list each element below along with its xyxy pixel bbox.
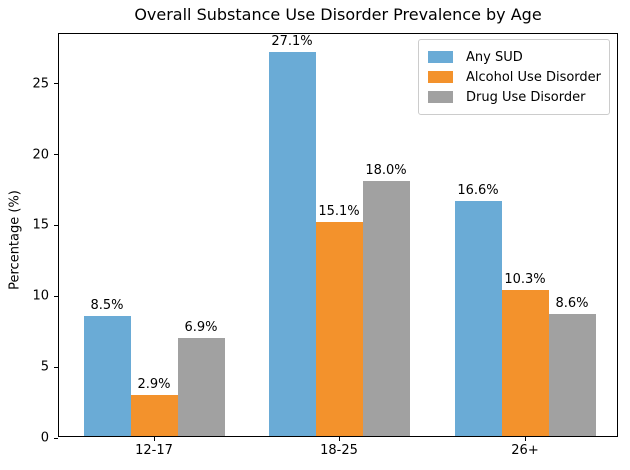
bar <box>268 51 316 436</box>
bar-value-label: 16.6% <box>457 182 499 198</box>
bar-value-label: 27.1% <box>271 33 313 49</box>
legend-label: Any SUD <box>466 49 523 65</box>
bar <box>501 290 549 436</box>
bar-value-label: 18.0% <box>365 162 407 178</box>
legend-row: Drug Use Disorder <box>428 87 600 107</box>
chart-title: Overall Substance Use Disorder Prevalenc… <box>134 5 542 24</box>
y-tick-label: 20 <box>32 147 49 162</box>
bar <box>362 180 410 436</box>
bar-value-label: 10.3% <box>504 272 546 287</box>
legend-row: Any SUD <box>428 47 600 67</box>
bar-value-label: 8.5% <box>90 297 124 313</box>
bar <box>548 314 596 436</box>
legend-swatch <box>428 71 453 83</box>
x-tick-mark <box>339 437 340 441</box>
x-tick-label: 12-17 <box>135 443 173 458</box>
y-tick-label: 10 <box>32 288 49 304</box>
legend-row: Alcohol Use Disorder <box>428 67 602 87</box>
y-tick-label: 5 <box>40 359 49 375</box>
y-tick-mark <box>54 83 58 85</box>
y-tick-label: 15 <box>32 217 49 233</box>
legend-label: Drug Use Disorder <box>466 89 586 105</box>
y-axis-label-text: Percentage (%) <box>7 190 23 290</box>
y-tick-mark <box>54 437 58 439</box>
y-tick-mark <box>54 154 58 155</box>
x-tick-mark <box>154 437 155 441</box>
x-tick-label: 26+ <box>511 443 539 458</box>
bar-value-label: 6.9% <box>184 320 218 336</box>
legend-swatch <box>428 51 453 63</box>
plot-area: Percentage (%) 8.5% 27.1% 16.6% 2.9% 15.1% 10… <box>8 33 618 458</box>
legend-label: Alcohol Use Disorder <box>466 69 602 85</box>
bar <box>315 222 363 436</box>
bar <box>177 338 225 436</box>
legend-swatch <box>428 91 453 103</box>
y-tick-mark <box>54 224 58 226</box>
bar-value-label: 8.6% <box>555 296 589 312</box>
legend: Any SUD Alcohol Use Disorder Drug Use Diso… <box>418 39 610 115</box>
y-tick-label: 25 <box>32 76 49 92</box>
x-tick-mark <box>525 437 526 441</box>
bar-value-label: 15.1% <box>318 204 360 219</box>
y-tick-label: 0 <box>40 430 49 446</box>
bar-value-label: 2.9% <box>137 376 171 392</box>
bar <box>454 200 502 436</box>
bar <box>130 394 178 436</box>
bar <box>83 315 131 436</box>
x-tick-label: 18-25 <box>320 443 358 458</box>
y-tick-mark <box>54 295 58 297</box>
y-tick-mark <box>54 366 58 368</box>
